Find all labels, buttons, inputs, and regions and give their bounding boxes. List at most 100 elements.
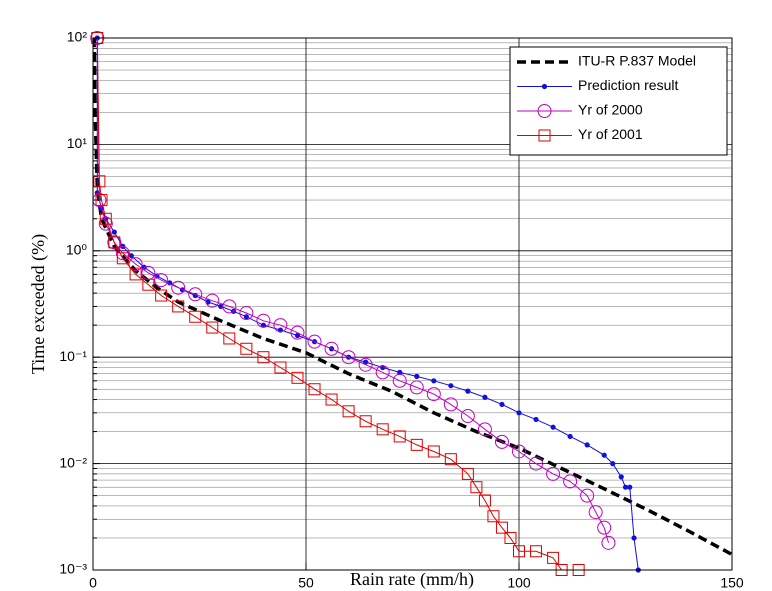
- data-point: [142, 278, 155, 291]
- data-point: [206, 321, 219, 334]
- y-tick-label: 10⁻¹: [59, 348, 87, 364]
- data-point: [290, 325, 305, 340]
- data-point: [477, 422, 492, 437]
- data-point: [108, 236, 121, 249]
- data-point: [482, 394, 488, 400]
- data-point: [99, 212, 112, 225]
- data-point: [256, 313, 271, 328]
- series-line: [96, 37, 579, 571]
- data-point: [431, 378, 437, 384]
- data-point: [588, 505, 603, 520]
- legend-label: Yr of 2000: [578, 102, 643, 118]
- data-point: [547, 551, 560, 564]
- data-point: [129, 268, 142, 281]
- data-point: [567, 433, 573, 440]
- data-point: [257, 351, 270, 364]
- data-point: [426, 387, 441, 402]
- series-line: [92, 37, 733, 557]
- x-tick-label: 50: [298, 575, 314, 591]
- data-point: [376, 423, 389, 436]
- data-point: [410, 438, 423, 451]
- y-tick-label: 10⁰: [66, 242, 88, 258]
- data-point: [205, 293, 220, 308]
- x-tick-label: 150: [720, 575, 744, 591]
- y-tick-label: 10²: [67, 29, 88, 45]
- data-point: [546, 466, 561, 481]
- data-point: [392, 373, 407, 388]
- data-point: [107, 235, 122, 250]
- data-point: [240, 342, 253, 355]
- y-axis-label: Time exceeded (%): [28, 234, 49, 374]
- data-point: [627, 484, 633, 490]
- data-point: [516, 410, 522, 416]
- data-point: [504, 531, 517, 544]
- data-point: [273, 318, 288, 333]
- x-tick-label: 0: [89, 575, 97, 591]
- data-point: [414, 373, 420, 380]
- data-point: [218, 303, 224, 310]
- data-point: [443, 397, 458, 412]
- data-point: [448, 383, 454, 389]
- data-point: [601, 535, 616, 550]
- legend-label: Prediction result: [578, 77, 678, 93]
- data-point: [324, 341, 339, 356]
- data-point: [541, 83, 548, 90]
- data-point: [188, 287, 203, 302]
- data-point: [631, 535, 637, 541]
- data-point: [499, 401, 505, 408]
- data-point: [460, 409, 475, 424]
- data-point: [537, 104, 552, 118]
- data-point: [115, 246, 130, 261]
- data-point: [444, 453, 457, 466]
- data-point: [116, 252, 129, 265]
- data-point: [393, 430, 406, 443]
- data-point: [243, 314, 249, 320]
- data-point: [494, 434, 509, 449]
- data-point: [222, 299, 237, 314]
- data-point: [513, 545, 525, 558]
- data-point: [189, 310, 202, 323]
- y-tick-label: 10⁻³: [59, 561, 87, 577]
- data-point: [358, 357, 373, 372]
- data-point: [111, 229, 117, 235]
- x-axis-label: Rain rate (mm/h): [350, 569, 474, 590]
- data-point: [610, 461, 616, 467]
- data-point: [274, 361, 287, 374]
- x-tick-label: 100: [507, 575, 531, 591]
- data-point: [155, 289, 168, 302]
- data-point: [465, 388, 471, 394]
- y-tick-label: 10¹: [67, 135, 88, 151]
- data-point: [495, 521, 508, 534]
- data-point: [530, 545, 543, 558]
- data-point: [341, 350, 356, 365]
- legend: ITU-R P.837 Model Prediction result Yr of …: [509, 46, 728, 156]
- data-point: [128, 257, 143, 272]
- series-line: [96, 37, 609, 543]
- data-point: [563, 474, 578, 489]
- data-point: [171, 280, 186, 295]
- data-point: [622, 484, 629, 490]
- data-point: [342, 405, 355, 418]
- y-tick-label: 10⁻²: [59, 454, 87, 470]
- data-point: [601, 452, 607, 458]
- data-point: [487, 510, 500, 523]
- data-point: [538, 129, 551, 142]
- data-point: [172, 300, 185, 313]
- data-point: [597, 520, 612, 535]
- data-point: [223, 332, 236, 345]
- data-point: [584, 442, 590, 448]
- data-point: [470, 481, 483, 494]
- data-point: [618, 474, 624, 480]
- legend-label: ITU-R P.837 Model: [578, 53, 696, 69]
- data-point: [580, 488, 595, 503]
- data-point: [512, 444, 526, 459]
- data-point: [93, 175, 106, 188]
- data-point: [325, 393, 338, 406]
- data-point: [260, 322, 266, 328]
- data-point: [427, 445, 440, 458]
- data-point: [308, 383, 321, 396]
- data-point: [409, 380, 424, 395]
- data-point: [397, 369, 403, 375]
- data-point: [533, 416, 539, 423]
